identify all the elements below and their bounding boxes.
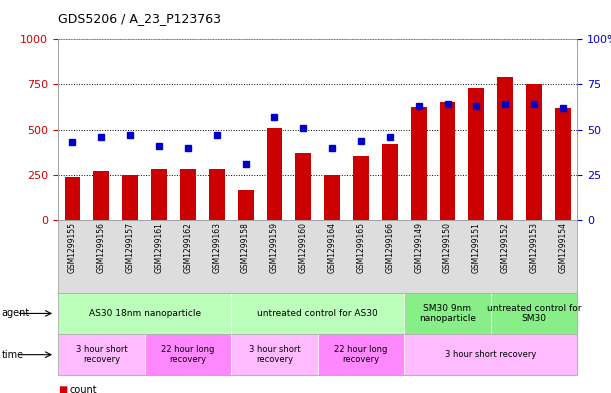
Text: 22 hour long
recovery: 22 hour long recovery <box>161 345 214 364</box>
Text: GDS5206 / A_23_P123763: GDS5206 / A_23_P123763 <box>58 12 221 25</box>
Bar <box>324 175 340 220</box>
Text: untreated control for AS30: untreated control for AS30 <box>257 309 378 318</box>
Bar <box>295 153 311 220</box>
Bar <box>526 84 542 220</box>
Bar <box>93 171 109 220</box>
Text: GSM1299164: GSM1299164 <box>327 222 337 273</box>
Text: GSM1299152: GSM1299152 <box>501 222 510 273</box>
Text: GSM1299159: GSM1299159 <box>270 222 279 273</box>
Text: GSM1299156: GSM1299156 <box>97 222 106 273</box>
Bar <box>122 175 138 220</box>
Text: GSM1299161: GSM1299161 <box>155 222 164 273</box>
Text: GSM1299158: GSM1299158 <box>241 222 250 273</box>
Bar <box>469 88 485 220</box>
Text: SM30 9nm
nanoparticle: SM30 9nm nanoparticle <box>419 304 476 323</box>
Text: 3 hour short
recovery: 3 hour short recovery <box>76 345 127 364</box>
Text: untreated control for
SM30: untreated control for SM30 <box>487 304 581 323</box>
Text: GSM1299157: GSM1299157 <box>126 222 134 273</box>
Bar <box>238 190 254 220</box>
Bar <box>353 156 369 220</box>
Bar <box>497 77 513 220</box>
Text: GSM1299165: GSM1299165 <box>356 222 365 273</box>
Text: GSM1299154: GSM1299154 <box>558 222 568 273</box>
Text: 3 hour short
recovery: 3 hour short recovery <box>249 345 300 364</box>
Bar <box>180 169 196 220</box>
Text: ■: ■ <box>58 385 67 393</box>
Text: GSM1299149: GSM1299149 <box>414 222 423 273</box>
Text: 22 hour long
recovery: 22 hour long recovery <box>334 345 388 364</box>
Text: GSM1299155: GSM1299155 <box>68 222 77 273</box>
Text: 3 hour short recovery: 3 hour short recovery <box>445 350 536 359</box>
Bar <box>440 102 455 220</box>
Text: GSM1299162: GSM1299162 <box>183 222 192 273</box>
Text: GSM1299151: GSM1299151 <box>472 222 481 273</box>
Text: time: time <box>2 350 24 360</box>
Bar <box>209 169 225 220</box>
Bar <box>151 169 167 220</box>
Text: AS30 18nm nanoparticle: AS30 18nm nanoparticle <box>89 309 200 318</box>
Bar <box>555 108 571 220</box>
Text: GSM1299163: GSM1299163 <box>212 222 221 273</box>
Bar <box>65 177 81 220</box>
Text: GSM1299160: GSM1299160 <box>299 222 308 273</box>
Bar <box>382 144 398 220</box>
Bar <box>411 107 426 220</box>
Text: agent: agent <box>2 309 30 318</box>
Text: GSM1299153: GSM1299153 <box>530 222 539 273</box>
Text: GSM1299150: GSM1299150 <box>443 222 452 273</box>
Bar <box>266 128 282 220</box>
Text: count: count <box>69 385 97 393</box>
Text: GSM1299166: GSM1299166 <box>386 222 394 273</box>
